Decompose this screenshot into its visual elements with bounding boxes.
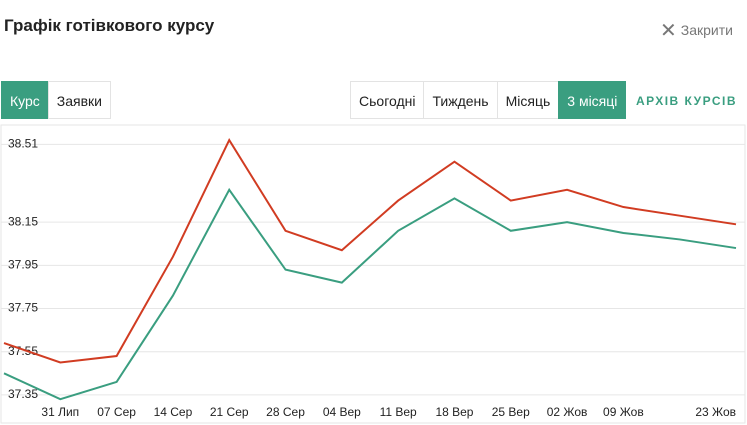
line bbox=[3, 187, 737, 401]
line bbox=[3, 138, 737, 364]
y-tick-label: 37.75 bbox=[8, 301, 38, 315]
plot-border bbox=[0, 124, 746, 424]
x-tick-label: 25 Вер bbox=[492, 405, 530, 419]
x-tick-label: 07 Сер bbox=[97, 405, 136, 419]
y-tick-label: 37.95 bbox=[8, 258, 38, 272]
x-tick-label: 02 Жов bbox=[547, 405, 588, 419]
y-tick-label: 37.35 bbox=[8, 387, 38, 401]
tab[interactable]: Курс bbox=[1, 81, 49, 119]
x-tick-label: 18 Вер bbox=[435, 405, 473, 419]
x-tick-label: 31 Лип bbox=[41, 405, 79, 419]
x-tick-label: 04 Вер bbox=[323, 405, 361, 419]
y-tick-label: 38.51 bbox=[8, 137, 38, 151]
period-button[interactable]: 3 місяці bbox=[558, 81, 627, 119]
periods: Сьогодні Тиждень Місяць 3 місяці bbox=[350, 81, 627, 119]
close-label: Закрити bbox=[680, 22, 733, 38]
tabs: Курс Заявки bbox=[1, 81, 112, 119]
title: Графік готівкового курсу bbox=[4, 16, 215, 35]
x-tick-label: 23 Жов bbox=[695, 405, 736, 419]
period-button[interactable]: Сьогодні bbox=[350, 81, 425, 119]
close-button[interactable]: ✕ Закрити bbox=[660, 18, 733, 43]
archive-link[interactable]: АРХІВ КУРСІВ bbox=[635, 94, 737, 108]
period-button[interactable]: Тиждень bbox=[423, 81, 498, 119]
period-button[interactable]: Місяць bbox=[496, 81, 560, 119]
tab[interactable]: Заявки bbox=[47, 81, 112, 119]
x-tick-label: 09 Жов bbox=[603, 405, 644, 419]
close-icon: ✕ bbox=[660, 20, 677, 42]
x-tick-label: 14 Сер bbox=[154, 405, 193, 419]
y-tick-label: 38.15 bbox=[8, 214, 38, 228]
x-tick-label: 28 Сер bbox=[266, 405, 305, 419]
x-tick-label: 21 Сер bbox=[210, 405, 249, 419]
x-tick-label: 11 Вер bbox=[380, 405, 417, 419]
